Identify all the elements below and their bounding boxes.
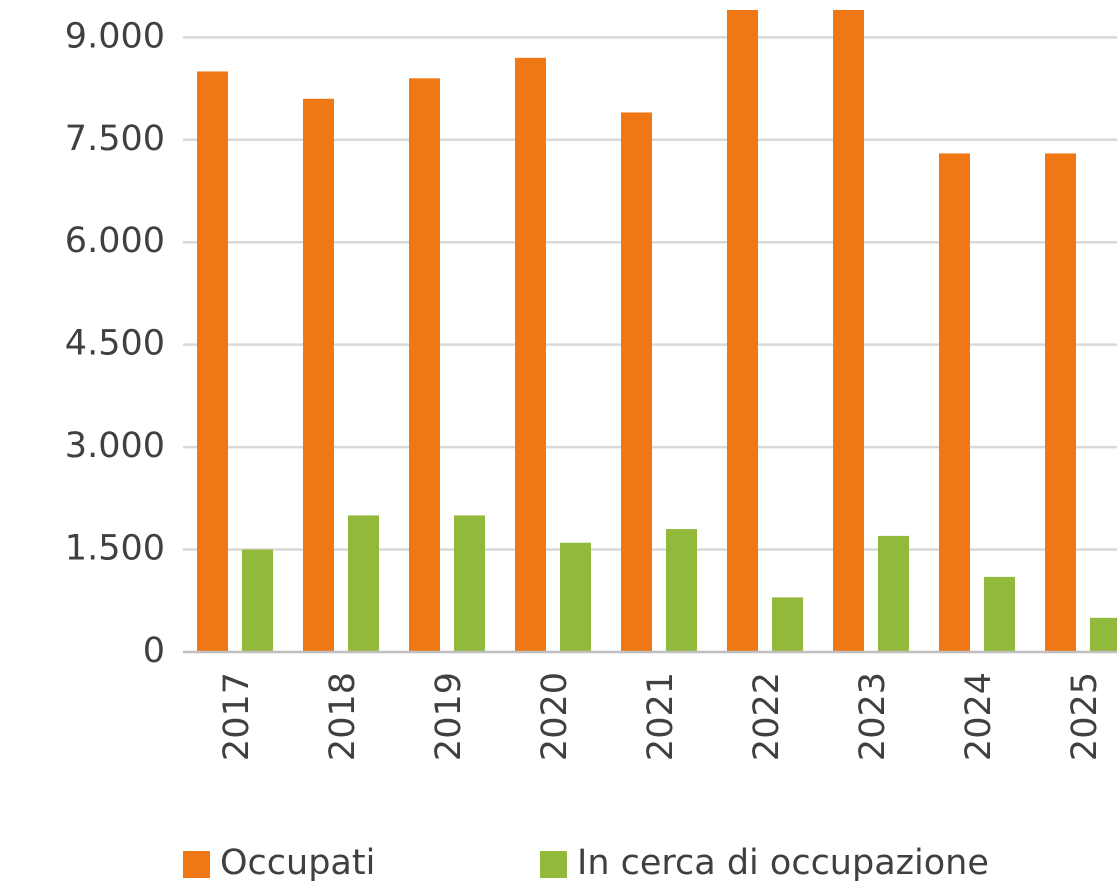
y-tick-label: 0 — [143, 631, 165, 671]
bar — [560, 542, 591, 652]
x-tick-label: 2024 — [959, 672, 999, 761]
x-tick-label: 2025 — [1065, 672, 1105, 761]
x-tick-label: 2023 — [853, 672, 893, 761]
y-tick-label: 4.500 — [65, 324, 165, 364]
bar — [772, 597, 803, 652]
legend-swatch — [183, 851, 210, 878]
x-tick-label: 2021 — [641, 672, 681, 761]
bar — [454, 515, 485, 652]
bar — [727, 10, 758, 652]
bar — [984, 576, 1015, 652]
x-tick-label: 2022 — [747, 672, 787, 761]
bar — [409, 78, 440, 653]
x-tick-label: 2020 — [535, 672, 575, 761]
bar — [666, 529, 697, 652]
legend-label: In cerca di occupazione — [577, 843, 989, 883]
y-tick-label: 6.000 — [65, 221, 165, 261]
x-tick-label: 2018 — [323, 672, 363, 761]
bar — [1090, 617, 1117, 652]
y-tick-label: 3.000 — [65, 426, 165, 466]
y-tick-label: 7.500 — [65, 119, 165, 159]
bar — [621, 112, 652, 653]
bar — [348, 515, 379, 652]
y-tick-label: 1.500 — [65, 529, 165, 569]
bar — [878, 535, 909, 652]
bar — [303, 98, 334, 652]
bar — [197, 71, 228, 653]
bar — [515, 57, 546, 652]
bar — [939, 153, 970, 652]
legend-swatch — [540, 851, 567, 878]
bar — [833, 10, 864, 652]
x-tick-label: 2017 — [217, 672, 257, 761]
y-tick-label: 9.000 — [65, 16, 165, 56]
bar — [1045, 153, 1076, 652]
bar — [242, 549, 273, 652]
x-tick-label: 2019 — [429, 672, 469, 761]
legend-label: Occupati — [220, 843, 375, 883]
